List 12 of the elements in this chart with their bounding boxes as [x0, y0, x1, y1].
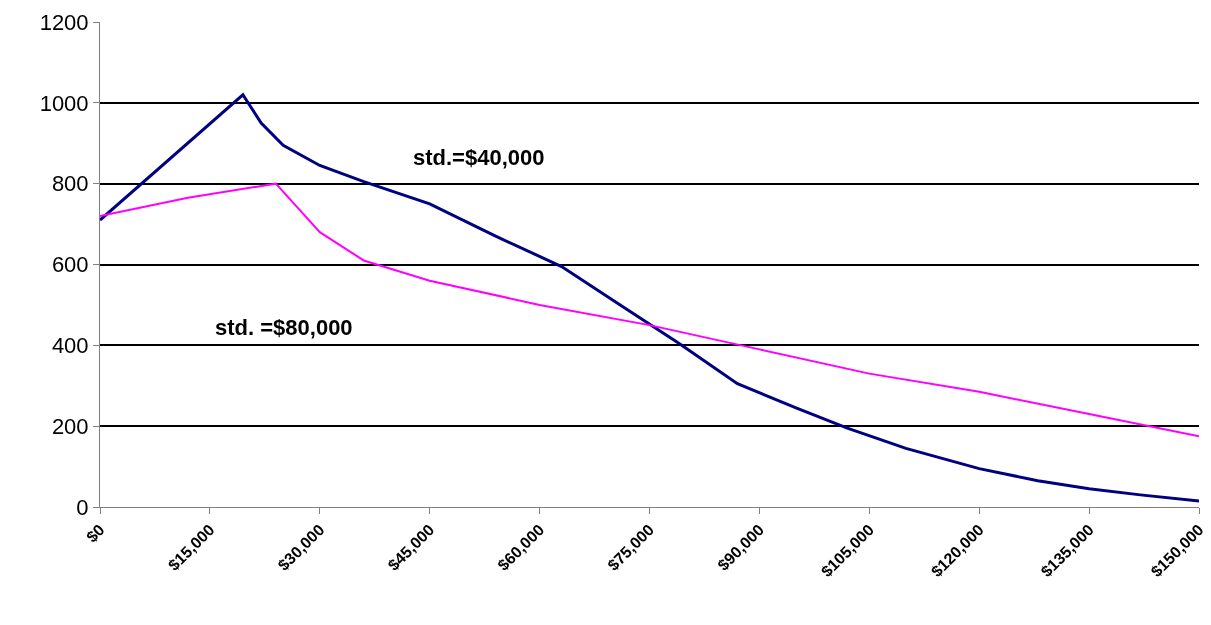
- y-tick-label: 0: [76, 494, 89, 520]
- annotation: std. =$80,000: [215, 315, 353, 340]
- line-series: [100, 182, 1199, 438]
- y-tick-label: 400: [51, 333, 89, 359]
- y-tick-label: 1000: [39, 90, 89, 116]
- y-tick-label: 1200: [39, 9, 89, 35]
- y-tick-label: 600: [51, 252, 89, 278]
- annotation: std.=$40,000: [413, 145, 545, 170]
- x-tick-label: $0: [83, 520, 108, 546]
- line-series: [100, 93, 1199, 503]
- y-tick-label: 200: [51, 413, 89, 439]
- y-tick-label: 800: [51, 171, 89, 197]
